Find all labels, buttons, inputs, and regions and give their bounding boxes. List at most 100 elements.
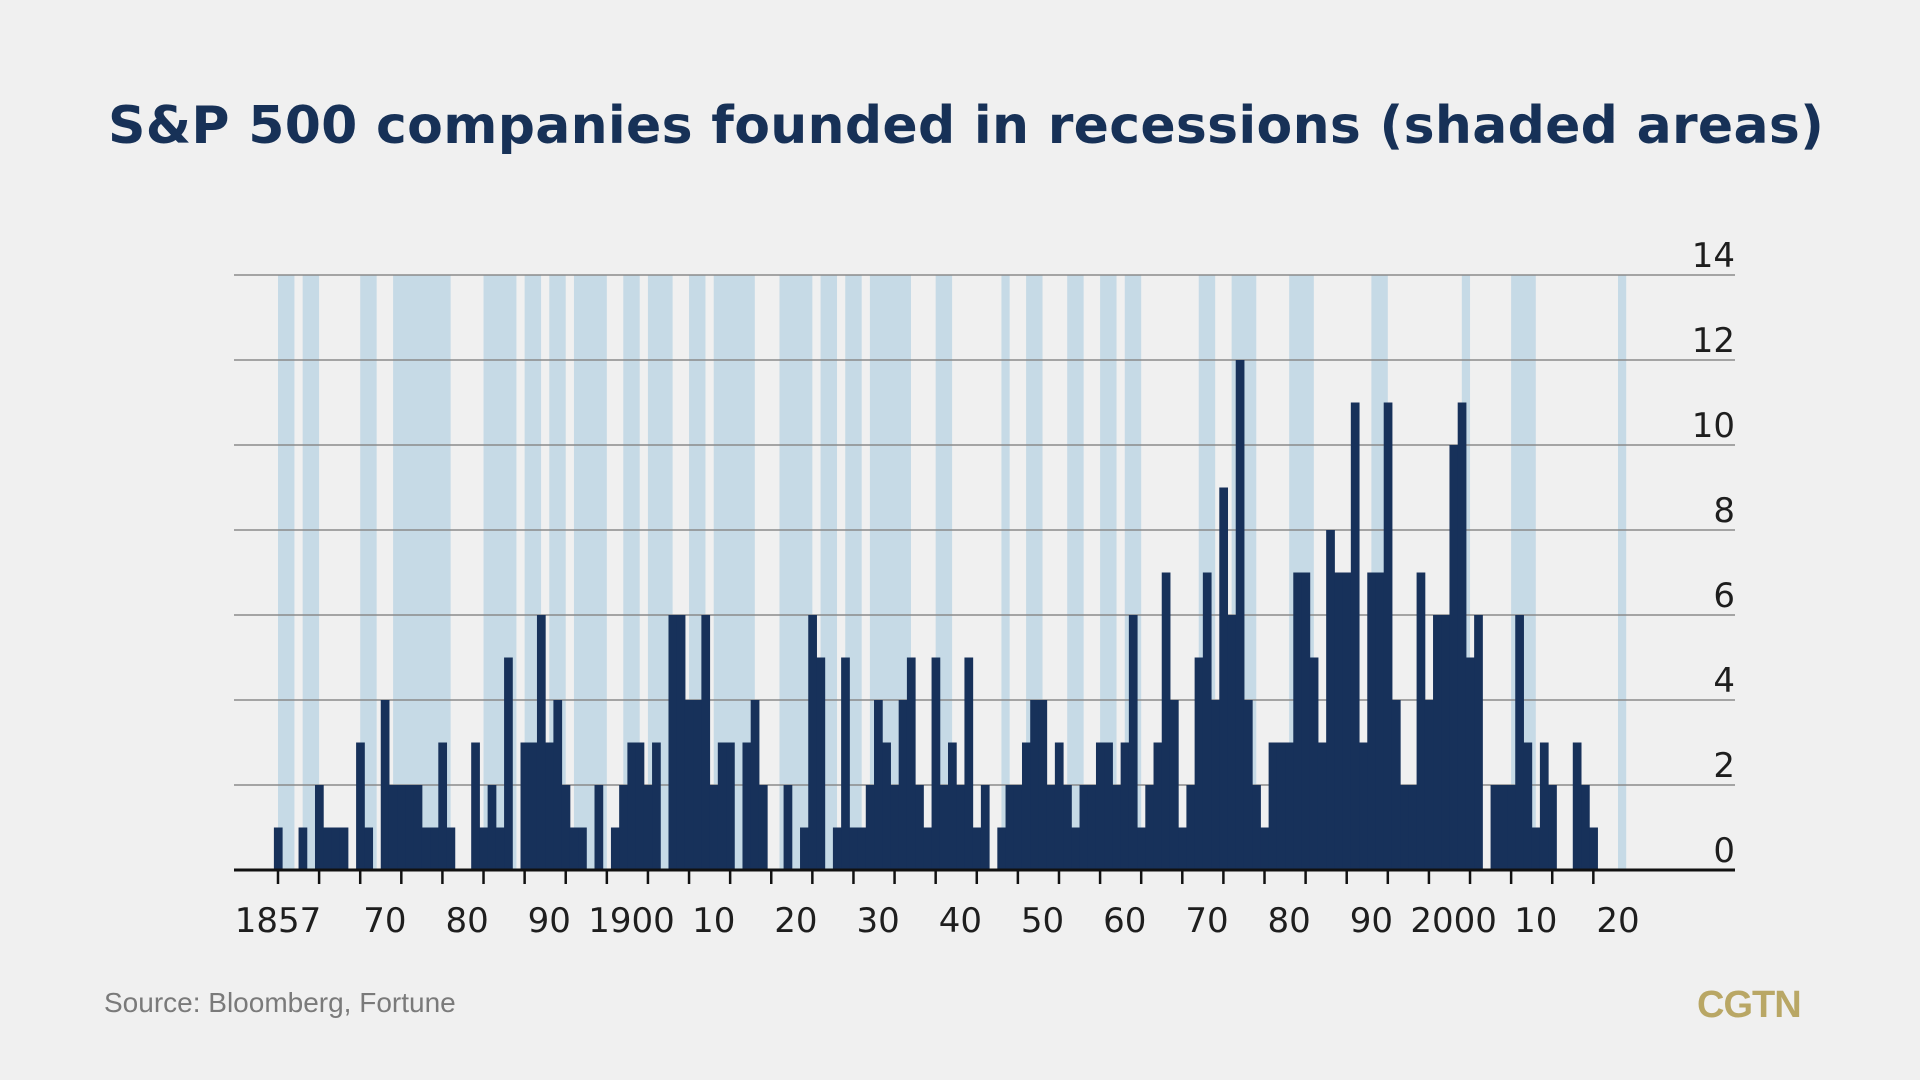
bar-1998: [1433, 615, 1442, 870]
bar-2001: [1457, 402, 1467, 870]
bar-1919: [783, 785, 793, 870]
bar-2007: [1507, 785, 1516, 870]
bar-1937: [931, 657, 941, 870]
bar-1885: [504, 657, 513, 870]
bar-1939: [948, 742, 957, 870]
bar-1896: [594, 785, 604, 870]
recession-band-20: [1100, 275, 1117, 870]
bar-1992: [1383, 402, 1393, 870]
bar-1881: [471, 742, 480, 870]
bar-1912: [726, 742, 735, 870]
y-tick-label: 12: [1692, 321, 1735, 361]
recession-band-19: [1067, 275, 1084, 870]
bar-1927: [849, 827, 859, 870]
bar-1900: [627, 742, 637, 870]
bar-1916: [758, 785, 768, 870]
bar-1966: [1169, 700, 1179, 870]
bar-2008: [1515, 615, 1524, 870]
bar-1928: [857, 827, 867, 870]
bar-1865: [339, 827, 349, 870]
bar-1890: [545, 742, 554, 870]
bar-1947: [1013, 785, 1023, 870]
y-axis-labels: 0 2 4 6 8 10 12 14: [1692, 236, 1735, 871]
bar-1891: [553, 700, 563, 870]
bar-1942: [972, 827, 982, 870]
bar-1868: [364, 827, 374, 870]
bar-1863: [323, 827, 332, 870]
y-tick-label: 6: [1713, 576, 1735, 616]
bar-1983: [1309, 657, 1319, 870]
bar-1873: [405, 785, 415, 870]
bar-1903: [652, 742, 661, 870]
bar-1955: [1079, 785, 1089, 870]
bar-1943: [980, 785, 990, 870]
bar-1994: [1400, 785, 1409, 870]
bar-1962: [1137, 827, 1146, 870]
recession-band-2: [360, 275, 377, 870]
y-tick-label: 10: [1692, 406, 1735, 446]
bar-2016: [1581, 785, 1590, 870]
bar-2015: [1572, 742, 1582, 870]
x-tick-label: 1857: [235, 901, 322, 941]
bar-1991: [1375, 572, 1385, 870]
y-tick-label: 14: [1692, 236, 1735, 276]
bar-2009: [1523, 742, 1533, 870]
bar-1884: [495, 827, 505, 870]
chart-title: S&P 500 companies founded in recessions …: [108, 96, 1825, 156]
bar-1883: [487, 785, 497, 870]
bar-1986: [1334, 572, 1344, 870]
bar-1959: [1112, 785, 1122, 870]
bar-2000: [1449, 445, 1459, 870]
bar-1999: [1441, 615, 1450, 870]
bar-1925: [832, 827, 842, 870]
bar-1963: [1145, 785, 1155, 870]
bar-1905: [668, 615, 678, 870]
bar-1933: [898, 700, 908, 870]
bar-1929: [865, 785, 875, 870]
source-note: Source: Bloomberg, Fortune: [104, 987, 456, 1018]
bar-1978: [1268, 742, 1278, 870]
bar-1969: [1194, 657, 1204, 870]
bar-1930: [874, 700, 883, 870]
bar-1871: [388, 785, 398, 870]
bar-1888: [528, 742, 538, 870]
x-tick-label: 2000: [1410, 901, 1497, 941]
bar-1882: [479, 827, 489, 870]
bar-1862: [314, 785, 324, 870]
bar-1910: [709, 785, 719, 870]
x-axis-labels: 1857 70 80 90 1900 10 20 30 40 50 60 70 80 90 2000 10 20: [235, 901, 1640, 941]
y-tick-label: 4: [1713, 661, 1735, 701]
bar-1960: [1120, 742, 1130, 870]
bar-1867: [356, 742, 365, 870]
bar-1956: [1087, 785, 1097, 870]
bar-1902: [643, 785, 653, 870]
bar-1860: [298, 827, 308, 870]
bar-1934: [906, 657, 916, 870]
bar-1993: [1391, 700, 1401, 870]
bar-1870: [380, 700, 390, 870]
bar-1936: [923, 827, 933, 870]
x-tick-label: 80: [1268, 901, 1311, 941]
bar-1957: [1095, 742, 1105, 870]
bar-1906: [676, 615, 686, 870]
recession-band-0: [278, 275, 295, 870]
bar-1975: [1243, 700, 1253, 870]
bar-1874: [413, 785, 423, 870]
x-tick-label: 20: [1596, 901, 1639, 941]
recession-band-28: [1618, 275, 1627, 870]
bar-1984: [1317, 742, 1327, 870]
bar-1965: [1161, 572, 1171, 870]
bar-1949: [1030, 700, 1039, 870]
bar-1901: [635, 742, 645, 870]
cgtn-logo: CGTN: [1697, 984, 1802, 1026]
bar-1876: [430, 827, 439, 870]
bar-1875: [421, 827, 431, 870]
bar-2011: [1539, 742, 1549, 870]
bar-1979: [1276, 742, 1286, 870]
y-tick-label: 0: [1713, 831, 1735, 871]
bar-2010: [1531, 827, 1541, 870]
bar-1989: [1359, 742, 1368, 870]
bar-1946: [1005, 785, 1015, 870]
bar-1941: [964, 657, 974, 870]
recession-band-17: [1001, 275, 1010, 870]
